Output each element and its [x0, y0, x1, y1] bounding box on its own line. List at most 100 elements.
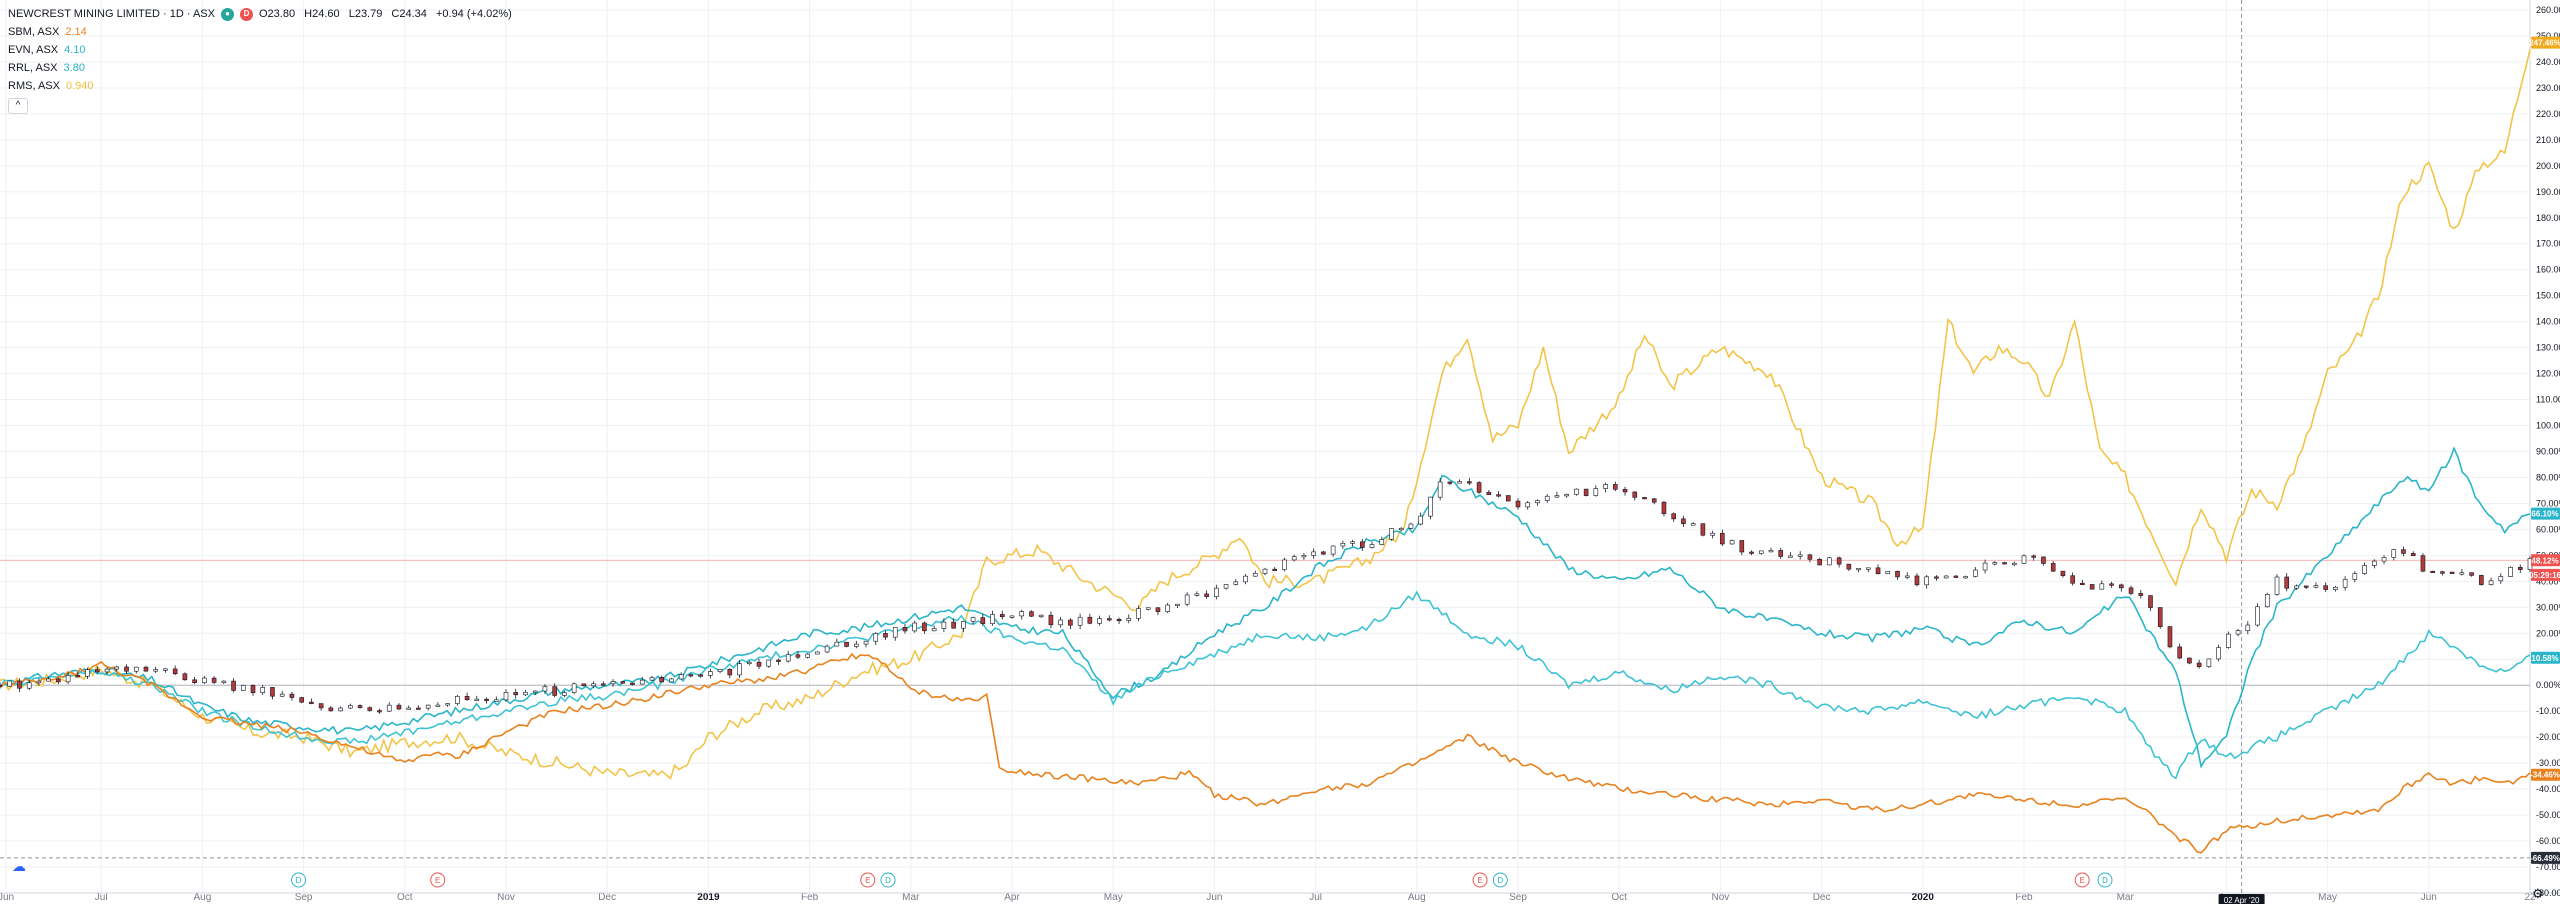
candle-body	[1184, 594, 1190, 605]
candle-body	[1282, 559, 1287, 570]
candle-body	[1583, 488, 1589, 496]
legend-row[interactable]: RRL, ASX 3.80	[8, 59, 518, 77]
y-tick-label: 40.00%	[2536, 576, 2560, 586]
candle-body	[1992, 562, 1998, 565]
candle-body	[1165, 604, 1170, 612]
candle-body	[348, 705, 353, 709]
candle-body	[2479, 575, 2484, 585]
candle-body	[2498, 576, 2504, 582]
candle-body	[1603, 484, 1608, 489]
candle-body	[542, 686, 548, 692]
legend-row[interactable]: SBM, ASX 2.14	[8, 23, 518, 41]
candle-body	[1535, 500, 1540, 504]
candle-body	[425, 704, 431, 709]
series-line-evn	[0, 446, 2531, 769]
candle-body	[1457, 481, 1462, 484]
candle-body	[961, 621, 966, 629]
x-tick-label: Mar	[902, 892, 920, 903]
candle-body	[698, 674, 703, 677]
x-tick-label: Dec	[1813, 892, 1831, 903]
candle-body	[318, 703, 324, 709]
x-tick-label: Nov	[497, 892, 515, 903]
cloud-icon[interactable]: ☁	[12, 858, 26, 874]
candle-body	[639, 679, 645, 685]
series-line-rms	[0, 49, 2531, 780]
price-label-bg	[2531, 568, 2560, 581]
price-label: 66.10%	[2531, 510, 2558, 519]
y-tick-label: 80.00%	[2536, 472, 2560, 482]
candle-body	[464, 695, 470, 701]
eye-icon[interactable]: ●	[221, 7, 234, 21]
candle-body	[386, 704, 392, 712]
candle-body	[1145, 607, 1151, 610]
y-tick-label: 110.00%	[2536, 395, 2560, 405]
candle-body	[1019, 611, 1025, 617]
candle-body	[1048, 614, 1054, 626]
candle-body	[2050, 563, 2056, 572]
candle-body	[202, 677, 207, 683]
x-tick-label: Aug	[1408, 892, 1426, 903]
candle-body	[250, 685, 256, 693]
legend-row[interactable]: RMS, ASX 0.940	[8, 77, 518, 95]
y-tick-label: -80.00%	[2536, 888, 2560, 898]
candle-body	[377, 710, 382, 713]
collapse-legend-button[interactable]: ^	[8, 98, 28, 114]
candle-body	[357, 705, 363, 708]
price-label-bg	[2531, 507, 2560, 520]
legend-value: 4.10	[64, 44, 86, 56]
candle-body	[2177, 646, 2182, 659]
candle-body	[844, 641, 849, 647]
candle-body	[2323, 585, 2328, 590]
candle-body	[1233, 581, 1239, 585]
candle-body	[416, 707, 421, 710]
candle-body	[1632, 491, 1638, 498]
event-marker	[2097, 872, 2113, 888]
close-value: C24.34	[391, 8, 427, 20]
y-tick-label: 180.00%	[2536, 213, 2560, 223]
candle-body	[1214, 587, 1219, 597]
candle-body	[1593, 488, 1599, 496]
candle-body	[2342, 579, 2348, 588]
candle-body	[1476, 482, 1482, 493]
candle-body	[2070, 575, 2075, 584]
candle-body	[328, 707, 334, 712]
event-label: D	[885, 876, 891, 885]
candle-body	[902, 627, 908, 632]
candle-body	[1038, 614, 1044, 617]
price-label: 247.46%	[2529, 39, 2560, 48]
candle-body	[1953, 575, 1959, 578]
candle-body	[182, 673, 188, 681]
candle-body	[1729, 540, 1735, 545]
candle-body	[1243, 575, 1248, 583]
candle-body	[1574, 488, 1579, 495]
x-tick-label: Feb	[801, 892, 819, 903]
event-label: E	[1477, 876, 1482, 885]
gear-icon[interactable]: ⚙	[2532, 886, 2544, 901]
x-tick-label: Jun	[1206, 892, 1222, 903]
candle-body	[2469, 572, 2474, 576]
price-label: 48.12%	[2531, 556, 2558, 565]
candle-body	[1749, 551, 1754, 554]
legend-row[interactable]: EVN, ASX 4.10	[8, 41, 518, 59]
candle-body	[795, 654, 801, 658]
candle-body	[1223, 584, 1229, 589]
candle-body	[172, 668, 178, 675]
candle-body	[1398, 527, 1404, 531]
candle-body	[1311, 551, 1316, 556]
legend: NEWCREST MINING LIMITED · 1D · ASX ● D O…	[8, 5, 518, 114]
candle-body	[435, 704, 441, 707]
main-symbol-title[interactable]: NEWCREST MINING LIMITED · 1D · ASX	[8, 8, 215, 20]
event-marker	[1472, 872, 1488, 888]
candle-body	[970, 617, 976, 622]
candle-body	[163, 668, 168, 671]
candle-body	[192, 679, 197, 683]
candle-body	[2372, 560, 2377, 566]
candle-body	[1642, 497, 1647, 500]
candle-body	[1029, 611, 1034, 617]
candle-body	[1934, 576, 1939, 579]
candle-body	[455, 695, 460, 704]
candle-body	[1875, 567, 1881, 575]
candle-body	[1739, 540, 1745, 553]
candle-body	[1496, 494, 1501, 497]
